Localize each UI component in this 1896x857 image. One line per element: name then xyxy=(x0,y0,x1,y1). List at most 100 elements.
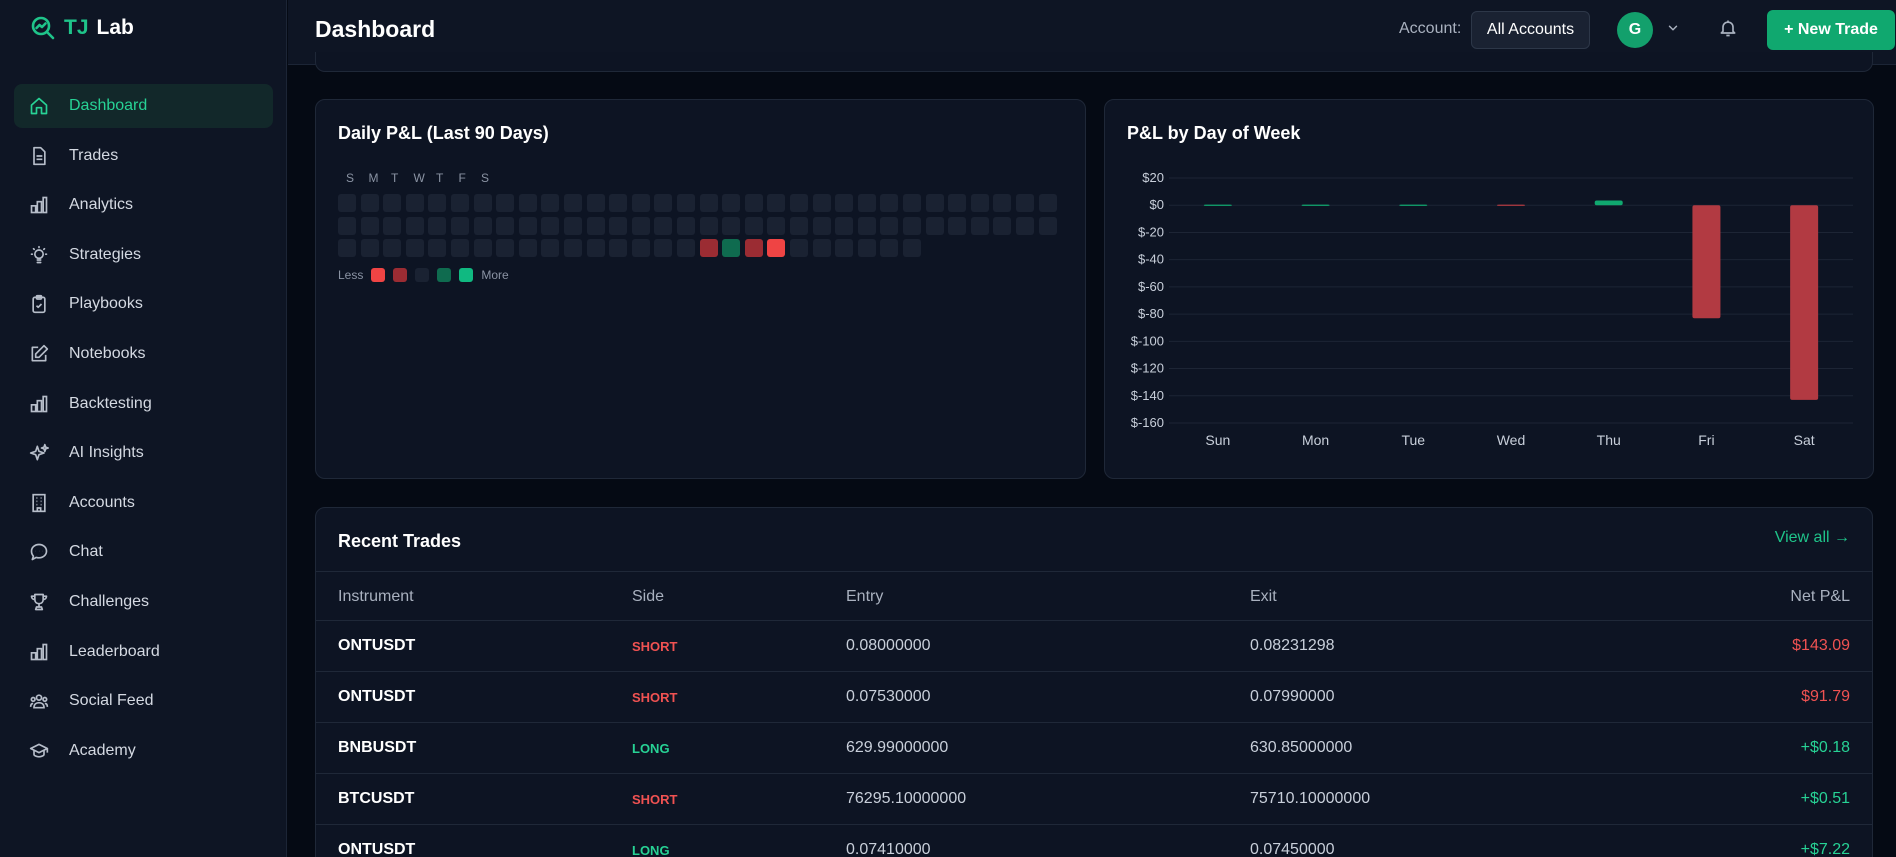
heatmap-day-cell[interactable] xyxy=(1016,194,1034,212)
heatmap-day-cell[interactable] xyxy=(744,194,763,212)
heatmap-day-cell[interactable] xyxy=(405,194,424,212)
heatmap-day-cell[interactable] xyxy=(1038,194,1057,212)
heatmap-day-cell[interactable] xyxy=(722,216,741,235)
heatmap-day-cell[interactable] xyxy=(880,216,899,235)
heatmap-day-cell[interactable] xyxy=(767,239,786,258)
heatmap-day-cell[interactable] xyxy=(925,216,944,235)
heatmap-day-cell[interactable] xyxy=(857,239,876,258)
sidebar-item-accounts[interactable]: Accounts xyxy=(14,481,273,525)
heatmap-day-cell[interactable] xyxy=(948,216,967,235)
avatar[interactable]: G xyxy=(1617,12,1653,48)
heatmap-day-cell[interactable] xyxy=(428,216,447,235)
heatmap-day-cell[interactable] xyxy=(631,194,650,212)
heatmap-day-cell[interactable] xyxy=(473,194,492,212)
sidebar-item-strategies[interactable]: Strategies xyxy=(14,233,273,277)
heatmap-day-cell[interactable] xyxy=(677,216,695,235)
heatmap-day-cell[interactable] xyxy=(360,194,379,212)
heatmap-day-cell[interactable] xyxy=(586,216,605,235)
heatmap-day-cell[interactable] xyxy=(451,216,469,235)
heatmap-day-cell[interactable] xyxy=(338,216,356,235)
heatmap-day-cell[interactable] xyxy=(993,216,1012,235)
heatmap-day-cell[interactable] xyxy=(812,239,831,258)
heatmap-day-cell[interactable] xyxy=(812,194,831,212)
heatmap-day-cell[interactable] xyxy=(428,239,447,258)
heatmap-day-cell[interactable] xyxy=(993,194,1012,212)
heatmap-day-cell[interactable] xyxy=(970,194,989,212)
heatmap-day-cell[interactable] xyxy=(541,216,560,235)
heatmap-day-cell[interactable] xyxy=(609,216,628,235)
sidebar-item-ai-insights[interactable]: AI Insights xyxy=(14,431,273,475)
heatmap-day-cell[interactable] xyxy=(857,194,876,212)
heatmap-day-cell[interactable] xyxy=(541,194,560,212)
heatmap-day-cell[interactable] xyxy=(790,239,808,258)
sidebar-item-challenges[interactable]: Challenges xyxy=(14,580,273,624)
heatmap-day-cell[interactable] xyxy=(383,216,402,235)
heatmap-day-cell[interactable] xyxy=(564,216,582,235)
heatmap-day-cell[interactable] xyxy=(631,216,650,235)
heatmap-day-cell[interactable] xyxy=(360,216,379,235)
heatmap-day-cell[interactable] xyxy=(541,239,560,258)
sidebar-item-backtesting[interactable]: Backtesting xyxy=(14,382,273,426)
bell-icon[interactable] xyxy=(1718,18,1738,38)
sidebar-item-trades[interactable]: Trades xyxy=(14,134,273,178)
heatmap-day-cell[interactable] xyxy=(654,239,673,258)
view-all-link[interactable]: View all → xyxy=(1774,529,1850,546)
heatmap-day-cell[interactable] xyxy=(405,239,424,258)
heatmap-day-cell[interactable] xyxy=(880,239,899,258)
table-row[interactable]: ONTUSDT LONG 0.07410000 0.07450000 +$7.2… xyxy=(316,825,1872,857)
heatmap-day-cell[interactable] xyxy=(338,194,356,212)
heatmap-day-cell[interactable] xyxy=(903,216,921,235)
heatmap-day-cell[interactable] xyxy=(722,239,741,258)
heatmap-day-cell[interactable] xyxy=(767,216,786,235)
sidebar-item-notebooks[interactable]: Notebooks xyxy=(14,332,273,376)
column-header-side[interactable]: Side xyxy=(632,588,665,605)
table-row[interactable]: BNBUSDT LONG 629.99000000 630.85000000 +… xyxy=(316,723,1872,774)
heatmap-day-cell[interactable] xyxy=(609,239,628,258)
heatmap-day-cell[interactable] xyxy=(677,194,695,212)
heatmap-day-cell[interactable] xyxy=(1038,216,1057,235)
heatmap-day-cell[interactable] xyxy=(857,216,876,235)
heatmap-day-cell[interactable] xyxy=(699,194,718,212)
heatmap-day-cell[interactable] xyxy=(790,194,808,212)
heatmap-day-cell[interactable] xyxy=(948,194,967,212)
heatmap-day-cell[interactable] xyxy=(970,216,989,235)
heatmap-day-cell[interactable] xyxy=(496,216,515,235)
heatmap-day-cell[interactable] xyxy=(631,239,650,258)
heatmap-day-cell[interactable] xyxy=(564,194,582,212)
heatmap-day-cell[interactable] xyxy=(586,194,605,212)
heatmap-day-cell[interactable] xyxy=(383,239,402,258)
heatmap-day-cell[interactable] xyxy=(654,194,673,212)
heatmap-day-cell[interactable] xyxy=(451,239,469,258)
heatmap-day-cell[interactable] xyxy=(360,239,379,258)
heatmap-day-cell[interactable] xyxy=(518,194,537,212)
heatmap-day-cell[interactable] xyxy=(496,239,515,258)
heatmap-day-cell[interactable] xyxy=(473,239,492,258)
column-header-instrument[interactable]: Instrument xyxy=(338,588,414,605)
heatmap-day-cell[interactable] xyxy=(880,194,899,212)
heatmap-day-cell[interactable] xyxy=(722,194,741,212)
heatmap-day-cell[interactable] xyxy=(767,194,786,212)
heatmap-day-cell[interactable] xyxy=(812,216,831,235)
heatmap-day-cell[interactable] xyxy=(586,239,605,258)
column-header-entry[interactable]: Entry xyxy=(846,588,884,605)
heatmap-day-cell[interactable] xyxy=(383,194,402,212)
table-row[interactable]: ONTUSDT SHORT 0.08000000 0.08231298 $143… xyxy=(316,621,1872,672)
heatmap-day-cell[interactable] xyxy=(518,239,537,258)
heatmap-day-cell[interactable] xyxy=(744,239,763,258)
heatmap-day-cell[interactable] xyxy=(428,194,447,212)
heatmap-day-cell[interactable] xyxy=(903,194,921,212)
heatmap-day-cell[interactable] xyxy=(677,239,695,258)
sidebar-item-playbooks[interactable]: Playbooks xyxy=(14,282,273,326)
heatmap-day-cell[interactable] xyxy=(925,194,944,212)
heatmap-day-cell[interactable] xyxy=(744,216,763,235)
heatmap-day-cell[interactable] xyxy=(405,216,424,235)
heatmap-day-cell[interactable] xyxy=(609,194,628,212)
heatmap-day-cell[interactable] xyxy=(654,216,673,235)
chevron-down-icon[interactable] xyxy=(1666,21,1680,35)
sidebar-item-analytics[interactable]: Analytics xyxy=(14,183,273,227)
heatmap-day-cell[interactable] xyxy=(496,194,515,212)
new-trade-button[interactable]: + New Trade xyxy=(1767,10,1895,50)
heatmap-day-cell[interactable] xyxy=(451,194,469,212)
heatmap-day-cell[interactable] xyxy=(473,216,492,235)
sidebar-item-academy[interactable]: Academy xyxy=(14,729,273,773)
